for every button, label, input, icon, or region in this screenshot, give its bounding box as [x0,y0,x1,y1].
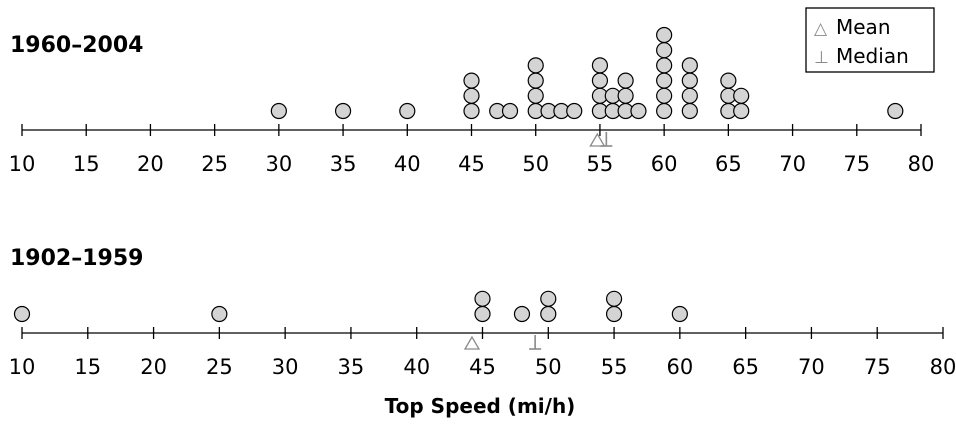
data-dot [591,72,609,89]
x-tick-label: 65 [732,355,759,379]
x-axis-title: Top Speed (mi/h) [385,394,576,418]
x-tick-label: 70 [779,152,806,176]
panel-1: 1902–1959 10 15 20 25 30 35 40 45 50 55 60 65 70 75 80 [9,246,956,379]
data-dot [720,72,737,89]
data-dot [211,305,228,323]
x-tick-label: 10 [9,152,36,176]
x-tick-label: 20 [137,152,164,176]
data-dot [540,305,557,323]
x-tick-label: 50 [535,355,562,379]
data-dot [527,87,544,104]
panel-title: 1902–1959 [10,246,143,271]
data-dot [591,57,609,74]
data-dot [463,87,480,104]
data-dot [681,102,698,120]
data-dot [681,57,698,74]
data-dot [656,102,673,120]
x-tick-label: 25 [201,152,228,176]
x-tick-label: 30 [265,152,292,176]
data-dot [671,305,688,323]
x-tick-label: 55 [601,355,628,379]
legend-median-icon: ⊥ [814,48,829,68]
data-dot [733,87,750,104]
data-dot [463,72,480,89]
x-tick-label: 60 [666,355,693,379]
data-dot [474,305,491,323]
legend-mean-icon: △ [814,19,828,39]
x-tick-label: 40 [394,152,421,176]
data-dot [399,102,416,120]
data-dot [334,102,352,120]
data-dot [474,290,491,307]
legend-median-label: Median [836,44,909,68]
data-dot [656,57,673,74]
x-tick-label: 45 [469,355,496,379]
panel-0: 1960–2004 10 15 20 25 30 35 40 45 50 55 60 65 70 75 80 [9,26,935,176]
data-dot [605,290,623,307]
data-dot [681,72,698,89]
data-dot [733,102,750,120]
x-tick-label: 60 [651,152,678,176]
x-tick-label: 75 [843,152,870,176]
x-tick-label: 35 [330,152,357,176]
x-tick-label: 55 [587,152,614,176]
data-dot [605,305,623,323]
data-dot [681,87,698,104]
data-dot [617,72,634,89]
x-tick-label: 15 [74,355,101,379]
x-tick-label: 35 [338,355,365,379]
x-tick-label: 15 [73,152,100,176]
x-tick-label: 75 [864,355,891,379]
data-dot [501,102,519,120]
x-tick-label: 70 [798,355,825,379]
data-dot [656,42,673,59]
data-dot [270,102,287,120]
x-tick-label: 40 [403,355,430,379]
x-tick-label: 20 [140,355,167,379]
x-tick-label: 65 [715,152,742,176]
x-tick-label: 80 [930,355,956,379]
x-tick-label: 50 [522,152,549,176]
mean-marker-icon [463,335,481,350]
x-tick-label: 25 [206,355,233,379]
mean-marker-icon [589,132,606,147]
x-tick-label: 30 [272,355,299,379]
legend-box [805,7,935,73]
data-dot [630,102,647,120]
data-dot [656,26,673,44]
x-tick-label: 45 [458,152,485,176]
x-tick-label: 80 [908,152,935,176]
data-dot [540,290,557,307]
data-dot [13,305,31,323]
legend: △ Mean ⊥ Median [805,7,935,73]
data-dot [617,87,634,104]
panel-title: 1960–2004 [10,33,143,58]
data-dot [887,102,904,120]
data-dot [513,305,531,323]
data-dot [566,102,583,120]
data-dot [527,57,544,74]
legend-mean-label: Mean [836,15,891,39]
data-dot [463,102,480,120]
x-tick-label: 10 [9,355,36,379]
data-dot [656,87,673,104]
data-dot [527,72,544,89]
data-dot [656,72,673,89]
